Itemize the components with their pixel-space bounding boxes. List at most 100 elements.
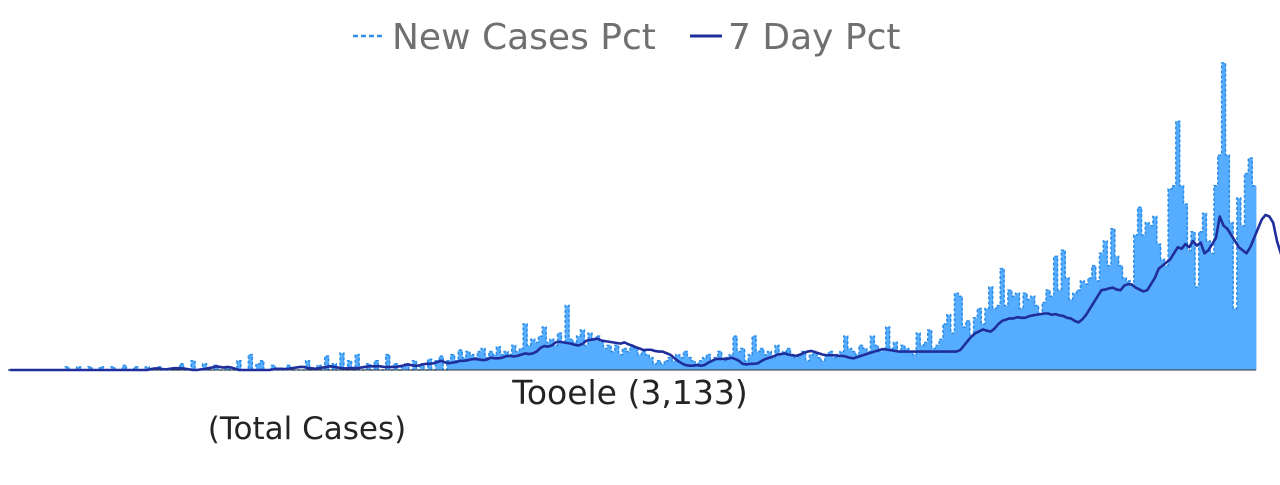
bar-new-cases-pct bbox=[874, 345, 879, 370]
bar-new-cases-pct bbox=[500, 354, 505, 370]
legend-label-new-cases-pct: New Cases Pct bbox=[392, 17, 656, 58]
bar-new-cases-pct bbox=[1095, 280, 1100, 370]
bar-new-cases-pct bbox=[923, 342, 929, 370]
bar-new-cases-pct bbox=[446, 360, 452, 370]
bar-new-cases-pct bbox=[775, 345, 780, 370]
bar-new-cases-pct bbox=[385, 354, 391, 370]
bar-new-cases-pct bbox=[740, 348, 745, 370]
bar-new-cases-pct bbox=[1225, 155, 1230, 370]
bar-new-cases-pct bbox=[748, 354, 753, 370]
bar-new-cases-pct bbox=[988, 287, 994, 370]
bar-new-cases-pct bbox=[897, 351, 902, 370]
bar-new-cases-pct bbox=[1248, 158, 1253, 370]
bar-new-cases-pct bbox=[1061, 250, 1066, 370]
bar-new-cases-pct bbox=[1236, 198, 1242, 370]
bar-new-cases-pct bbox=[618, 354, 623, 370]
bar-new-cases-pct bbox=[1004, 305, 1009, 370]
bar-new-cases-pct bbox=[99, 366, 104, 370]
bar-new-cases-pct bbox=[855, 354, 860, 370]
bar-new-cases-pct bbox=[565, 305, 570, 370]
bar-new-cases-pct bbox=[488, 351, 494, 370]
bar-new-cases-pct bbox=[805, 360, 810, 370]
bar-new-cases-pct bbox=[992, 308, 997, 370]
bar-new-cases-pct bbox=[889, 348, 894, 370]
legend-label-7-day-pct: 7 Day Pct bbox=[728, 17, 901, 58]
bar-new-cases-pct bbox=[798, 354, 803, 370]
bar-new-cases-pct bbox=[1233, 308, 1238, 370]
bar-new-cases-pct bbox=[904, 348, 910, 370]
bar-new-cases-pct bbox=[935, 345, 940, 370]
bar-new-cases-pct bbox=[1229, 222, 1234, 370]
bar-new-cases-pct bbox=[637, 354, 642, 370]
bar-new-cases-pct bbox=[572, 342, 578, 370]
bar-new-cases-pct bbox=[1191, 231, 1196, 370]
bar-new-cases-pct bbox=[973, 317, 978, 370]
bar-new-cases-pct bbox=[786, 348, 791, 370]
bar-new-cases-pct bbox=[145, 366, 150, 370]
bar-new-cases-pct bbox=[729, 354, 734, 370]
bar-new-cases-pct bbox=[1080, 280, 1085, 370]
bar-new-cases-pct bbox=[901, 345, 906, 370]
bar-new-cases-pct bbox=[633, 348, 639, 370]
bar-new-cases-pct bbox=[1252, 185, 1257, 370]
legend: New Cases Pct 7 Day Pct bbox=[353, 17, 901, 58]
bar-new-cases-pct bbox=[683, 351, 688, 370]
bar-new-cases-pct bbox=[191, 360, 196, 370]
bar-new-cases-pct bbox=[817, 357, 822, 370]
bar-new-cases-pct bbox=[763, 354, 768, 370]
bar-new-cases-pct bbox=[65, 366, 70, 370]
bar-new-cases-pct bbox=[1175, 121, 1181, 370]
bar-new-cases-pct bbox=[584, 345, 589, 370]
bar-new-cases-pct bbox=[1068, 299, 1074, 370]
bar-new-cases-pct bbox=[969, 336, 974, 370]
bar-new-cases-pct bbox=[622, 348, 627, 370]
bar-new-cases-pct bbox=[660, 363, 665, 370]
bar-new-cases-pct bbox=[832, 357, 837, 370]
bar-new-cases-pct bbox=[1156, 244, 1161, 370]
bar-new-cases-pct bbox=[1141, 234, 1146, 370]
bar-new-cases-pct bbox=[820, 360, 826, 370]
bar-new-cases-pct bbox=[1091, 265, 1097, 370]
bar-new-cases-pct bbox=[1049, 296, 1055, 370]
bar-new-cases-pct bbox=[1244, 173, 1249, 370]
bar-new-cases-pct bbox=[469, 354, 475, 370]
bar-new-cases-pct bbox=[756, 351, 761, 370]
bar-new-cases-pct bbox=[893, 342, 898, 370]
bar-new-cases-pct bbox=[824, 354, 829, 370]
bar-new-cases-pct bbox=[828, 351, 833, 370]
bar-new-cases-pct bbox=[1152, 216, 1158, 370]
bar-new-cases-pct bbox=[580, 330, 585, 370]
bar-new-cases-pct bbox=[847, 348, 852, 370]
bar-new-cases-pct bbox=[420, 363, 425, 370]
bar-new-cases-pct bbox=[1194, 287, 1200, 370]
bar-new-cases-pct bbox=[1027, 299, 1032, 370]
bar-new-cases-pct bbox=[519, 348, 524, 370]
bar-new-cases-pct bbox=[958, 296, 963, 370]
bar-new-cases-pct bbox=[1000, 268, 1005, 370]
bar-new-cases-pct bbox=[515, 351, 520, 370]
bar-new-cases-pct bbox=[725, 357, 730, 370]
bar-new-cases-pct bbox=[710, 360, 715, 370]
bar-new-cases-pct bbox=[1034, 305, 1039, 370]
bar-new-cases-pct bbox=[965, 320, 971, 370]
bar-new-cases-pct bbox=[1046, 290, 1051, 370]
bar-new-cases-pct bbox=[809, 354, 814, 370]
bar-new-cases-pct bbox=[202, 363, 207, 370]
bar-new-cases-pct bbox=[1133, 234, 1139, 370]
bar-new-cases-pct bbox=[1206, 241, 1211, 370]
bar-new-cases-pct bbox=[553, 345, 558, 370]
bar-new-cases-pct bbox=[687, 357, 692, 370]
bar-new-cases-pct bbox=[630, 345, 635, 370]
bar-new-cases-pct bbox=[527, 345, 532, 370]
bar-new-cases-pct bbox=[576, 336, 581, 370]
bar-new-cases-pct bbox=[767, 351, 772, 370]
bar-new-cases-pct bbox=[656, 360, 662, 370]
bar-new-cases-pct bbox=[248, 354, 253, 370]
bar-new-cases-pct bbox=[813, 351, 818, 370]
bar-new-cases-pct bbox=[88, 366, 93, 370]
bar-new-cases-pct bbox=[908, 351, 913, 370]
series-new-cases-pct bbox=[65, 63, 1257, 370]
bar-new-cases-pct bbox=[1210, 253, 1215, 370]
bar-new-cases-pct bbox=[664, 360, 669, 370]
bar-new-cases-pct bbox=[236, 360, 242, 370]
